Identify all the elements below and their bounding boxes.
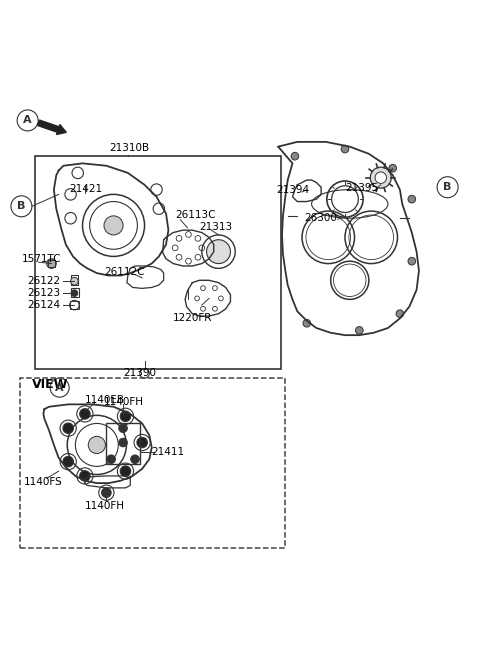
Text: 21390: 21390	[123, 368, 156, 379]
Circle shape	[131, 455, 139, 464]
Text: 1571TC: 1571TC	[22, 254, 61, 264]
Circle shape	[50, 378, 69, 397]
Bar	[70, 301, 79, 309]
Text: 21411: 21411	[152, 447, 185, 457]
Circle shape	[80, 471, 90, 482]
Text: 26113C: 26113C	[176, 210, 216, 220]
Circle shape	[11, 195, 32, 216]
Text: 1140FS: 1140FS	[24, 477, 62, 487]
Bar	[107, 423, 140, 464]
Text: 21395: 21395	[345, 183, 378, 193]
Circle shape	[47, 259, 56, 268]
Circle shape	[63, 457, 73, 467]
Bar	[35, 156, 281, 369]
Circle shape	[137, 438, 147, 448]
Text: 1220FR: 1220FR	[173, 312, 213, 323]
Bar	[71, 275, 78, 285]
Circle shape	[17, 110, 38, 131]
FancyArrow shape	[37, 120, 66, 134]
Text: 21394: 21394	[276, 184, 309, 195]
Bar	[71, 289, 79, 297]
Text: A: A	[55, 382, 64, 393]
Text: B: B	[17, 201, 25, 211]
Text: A: A	[24, 115, 32, 125]
Text: VIEW: VIEW	[33, 378, 69, 391]
Circle shape	[80, 409, 90, 419]
Text: 21310B: 21310B	[109, 143, 149, 153]
Text: 21313: 21313	[199, 222, 233, 232]
Circle shape	[63, 423, 73, 434]
Text: 1140EB: 1140EB	[85, 394, 125, 405]
Circle shape	[341, 145, 349, 153]
Circle shape	[107, 455, 116, 464]
Text: 26112C: 26112C	[104, 267, 144, 277]
Circle shape	[104, 216, 123, 235]
Circle shape	[88, 436, 106, 453]
Circle shape	[396, 310, 404, 318]
Text: 21421: 21421	[69, 184, 102, 194]
Circle shape	[408, 195, 416, 203]
Circle shape	[370, 167, 391, 188]
Bar	[48, 260, 55, 267]
Circle shape	[120, 411, 131, 422]
Text: 1140FH: 1140FH	[85, 501, 125, 510]
Circle shape	[375, 172, 386, 184]
Circle shape	[291, 152, 299, 160]
Text: 26123: 26123	[28, 288, 61, 298]
Circle shape	[206, 239, 230, 264]
Text: 26122: 26122	[28, 276, 61, 286]
Circle shape	[120, 466, 131, 476]
Text: 26124: 26124	[28, 300, 61, 310]
Circle shape	[71, 277, 78, 285]
Circle shape	[119, 438, 127, 447]
Circle shape	[437, 176, 458, 197]
Text: B: B	[444, 182, 452, 192]
Circle shape	[119, 424, 127, 432]
Text: 26300: 26300	[304, 213, 337, 223]
Circle shape	[71, 290, 78, 297]
Circle shape	[408, 257, 416, 265]
Bar	[21, 378, 285, 548]
Text: 1140FH: 1140FH	[104, 397, 144, 407]
Circle shape	[389, 164, 396, 172]
Circle shape	[356, 327, 363, 334]
Circle shape	[303, 319, 311, 327]
Circle shape	[102, 488, 111, 497]
